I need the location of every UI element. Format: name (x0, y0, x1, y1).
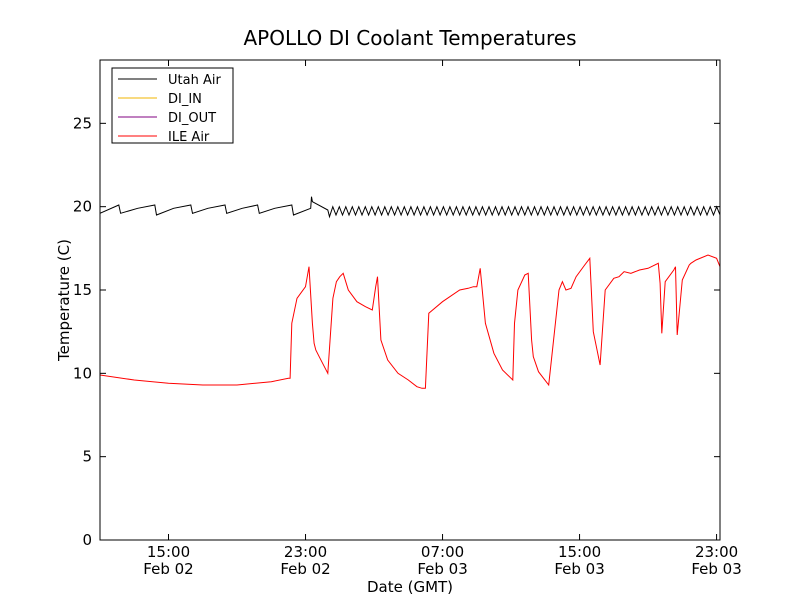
x-axis-label: Date (GMT) (367, 578, 453, 596)
chart-title: APOLLO DI Coolant Temperatures (243, 26, 576, 50)
y-tick-label: 20 (73, 198, 92, 216)
y-tick-label: 5 (82, 448, 92, 466)
legend-entry: Utah Air (168, 73, 221, 88)
x-tick-label-time: 07:00 (421, 543, 464, 561)
legend-entry: DI_OUT (168, 111, 216, 126)
y-axis-label: Temperature (C) (55, 239, 73, 362)
legend-entry: DI_IN (168, 92, 202, 107)
x-tick-label-date: Feb 03 (417, 560, 467, 578)
x-tick-label-time: 23:00 (284, 543, 327, 561)
series-line-ile-air (100, 254, 720, 389)
x-tick-label-date: Feb 03 (691, 560, 741, 578)
x-tick-label-time: 23:00 (695, 543, 738, 561)
series-line-utah-air (100, 196, 720, 219)
y-tick-label: 25 (73, 114, 92, 132)
x-tick-label-time: 15:00 (558, 543, 601, 561)
legend-box (111, 67, 234, 144)
x-tick-label-date: Feb 02 (280, 560, 330, 578)
plot-frame (99, 59, 721, 541)
x-tick-label-date: Feb 03 (554, 560, 604, 578)
y-tick-label: 0 (82, 531, 92, 549)
legend: Utah Air DI_IN DI_OUT ILE Air (111, 67, 234, 145)
legend-entry: ILE Air (168, 130, 210, 145)
x-tick-label-time: 15:00 (147, 543, 190, 561)
plot-area (100, 196, 720, 389)
y-tick-label: 15 (73, 281, 92, 299)
y-tick-label: 10 (73, 364, 92, 382)
x-tick-label-date: Feb 02 (143, 560, 193, 578)
